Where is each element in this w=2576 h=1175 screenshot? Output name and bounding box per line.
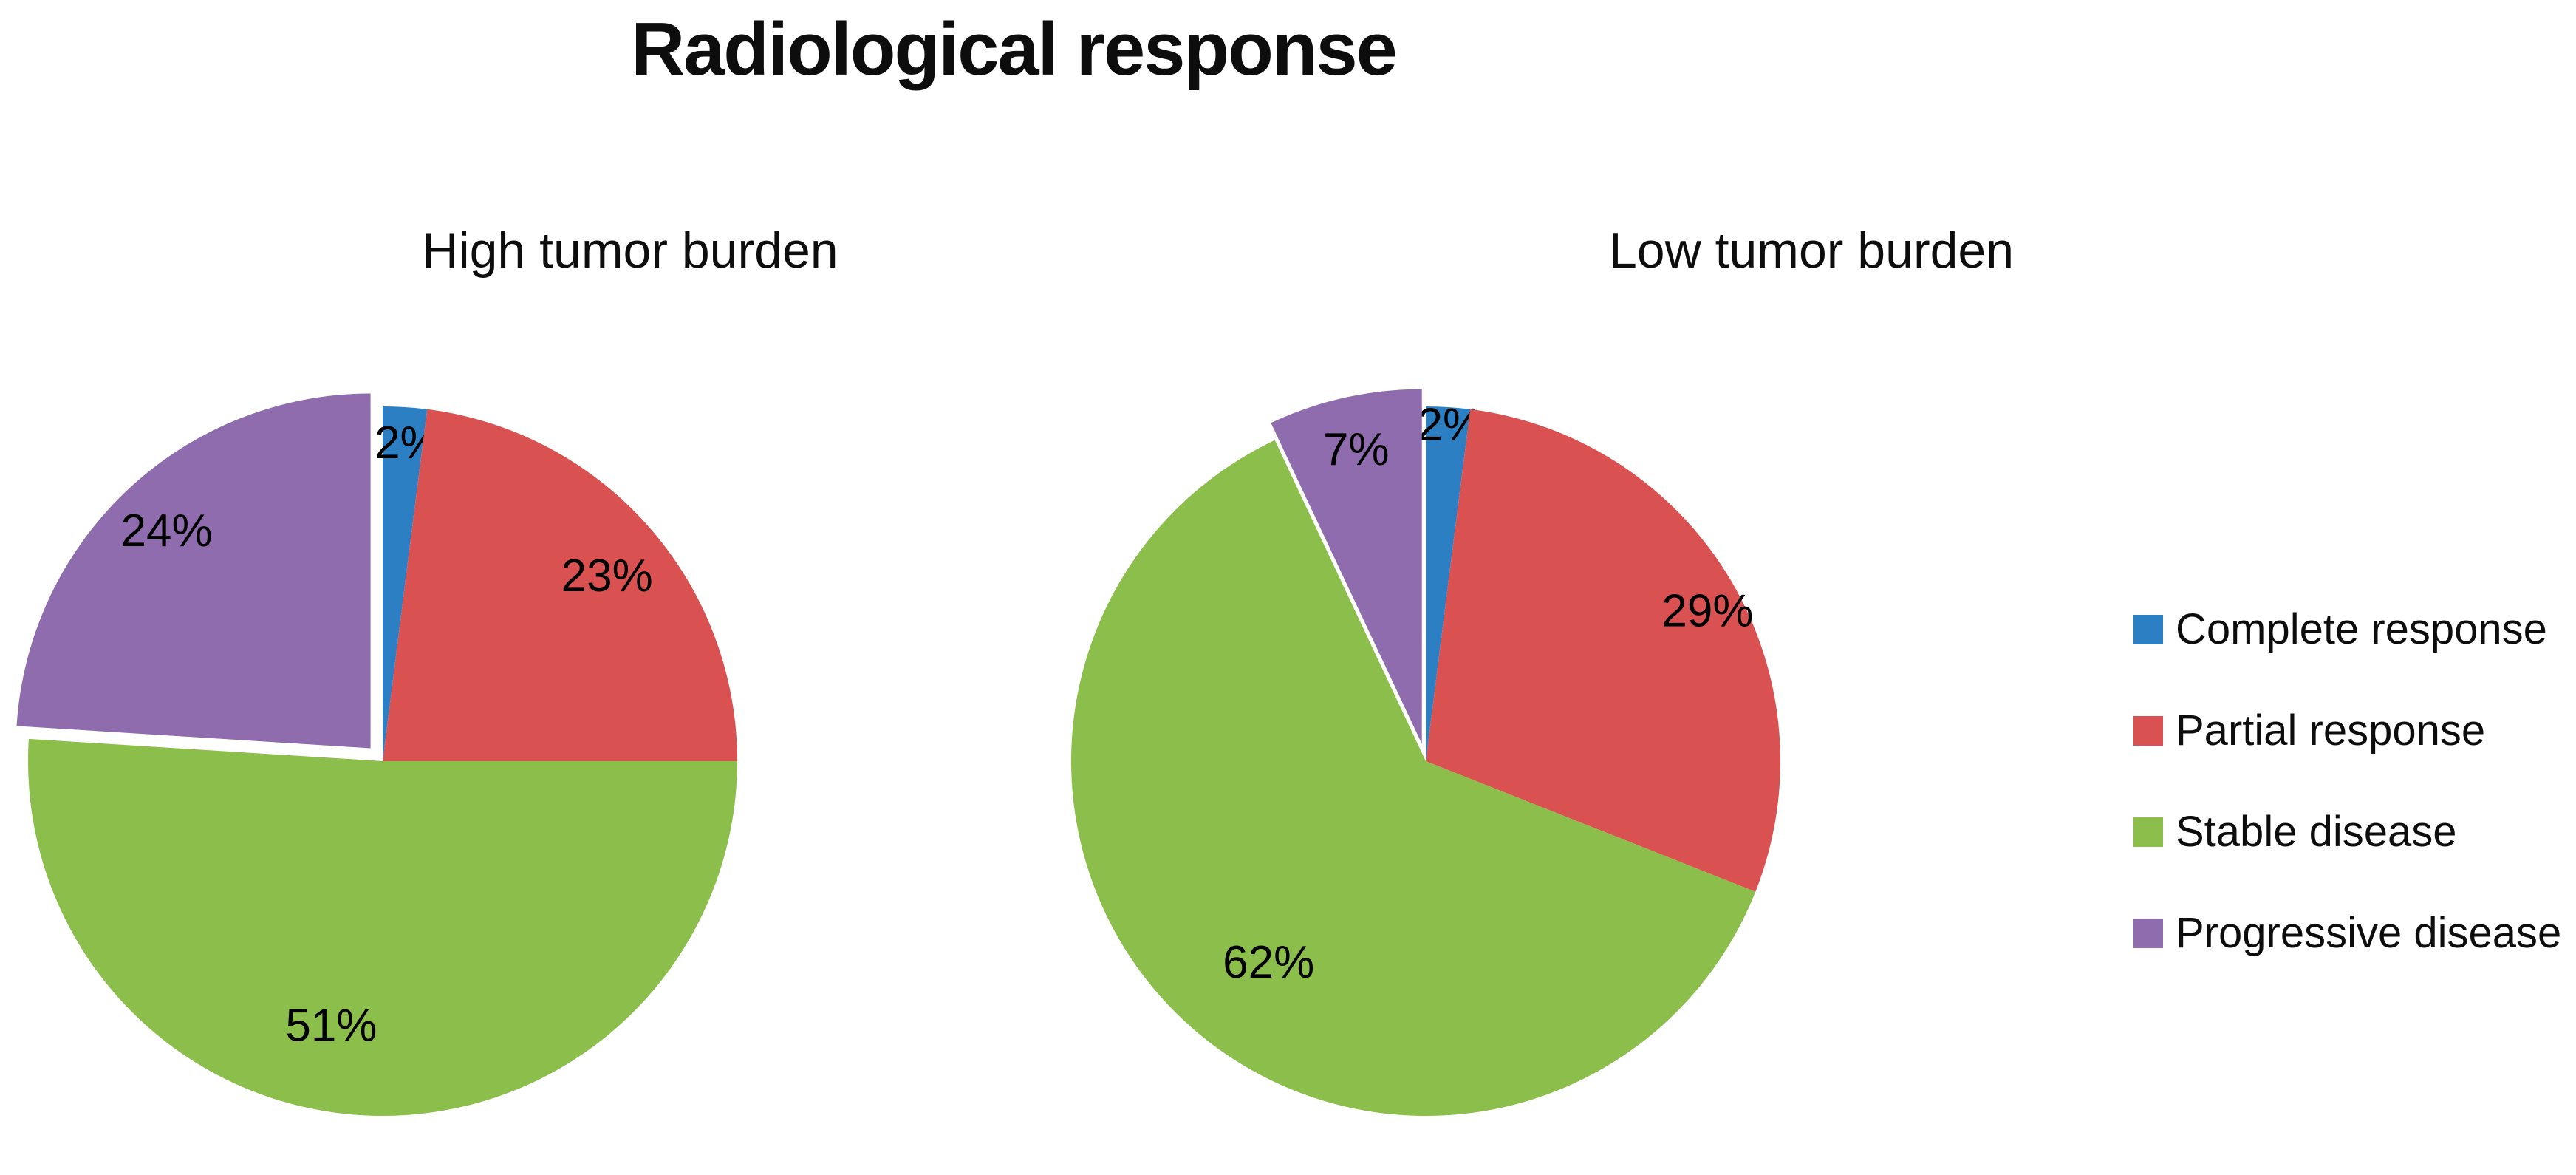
legend-item-progressive-disease: Progressive disease [2133,912,2561,955]
pie-slice-stable-disease [1071,440,1756,1116]
data-label-stable-disease: 62% [1223,937,1314,988]
legend-label: Complete response [2176,605,2547,653]
pie-slice-partial-response [1426,409,1780,892]
data-label-partial-response: 29% [1661,586,1753,637]
legend-swatch-stable-disease [2133,817,2163,847]
chart-title: Radiological response [631,8,1398,91]
pie-slice-complete-response [1426,406,1471,761]
legend-item-stable-disease: Stable disease [2133,811,2561,854]
figure-canvas: Radiological response High tumor burden … [16,8,2561,1116]
legend-label: Stable disease [2176,808,2457,856]
legend-item-complete-response: Complete response [2133,608,2561,651]
pie-chart-high-tumor-burden: 2%23%51%24% [16,393,738,1116]
pie-title-low-tumor-burden: Low tumor burden [1608,222,2015,279]
data-label-partial-response: 23% [561,551,653,602]
legend-swatch-partial-response [2133,716,2163,746]
pie-slice-partial-response [383,409,737,761]
data-label-progressive-disease: 7% [1323,424,1390,475]
legend-label: Partial response [2176,706,2486,755]
pie-title-high-tumor-burden: High tumor burden [422,222,838,279]
pie-slice-progressive-disease [1271,389,1422,744]
pie-chart-low-tumor-burden: 2%29%62%7% [1071,389,1780,1116]
legend-label: Progressive disease [2176,909,2562,957]
legend-item-partial-response: Partial response [2133,709,2561,752]
pie-slice-stable-disease [28,738,738,1116]
pie-slice-complete-response [383,406,428,761]
pie-slice-progressive-disease [16,393,371,749]
legend: Complete response Partial response Stabl… [2133,608,2561,955]
legend-swatch-complete-response [2133,615,2163,644]
legend-swatch-progressive-disease [2133,919,2163,948]
data-label-progressive-disease: 24% [121,505,213,556]
data-label-stable-disease: 51% [285,1001,377,1052]
